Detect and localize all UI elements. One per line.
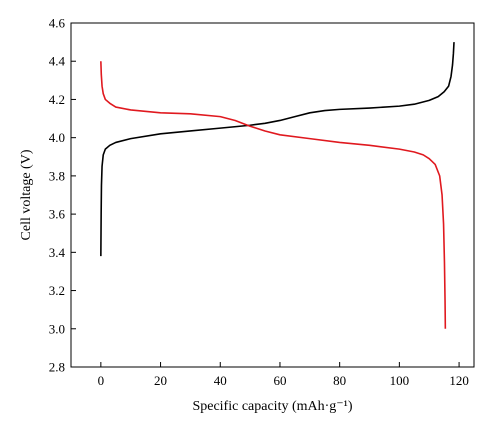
x-tick-label: 80 bbox=[333, 373, 346, 388]
plot-frame bbox=[70, 22, 475, 368]
y-tick-label: 3.4 bbox=[49, 245, 66, 260]
y-tick-label: 4.2 bbox=[49, 92, 65, 107]
x-axis-ticks: 0 20 40 60 80 100 120 bbox=[98, 362, 469, 388]
y-tick-label: 4.6 bbox=[49, 16, 66, 31]
y-axis-ticks: 2.8 3.0 3.2 3.4 3.6 3.8 4.0 4.2 4.4 4.6 bbox=[49, 16, 76, 375]
x-tick-label: 120 bbox=[449, 373, 469, 388]
x-tick-label: 100 bbox=[390, 373, 410, 388]
y-tick-label: 4.4 bbox=[49, 54, 66, 69]
x-tick-label: 40 bbox=[214, 373, 227, 388]
y-tick-label: 3.8 bbox=[49, 168, 65, 183]
y-tick-label: 3.0 bbox=[49, 321, 65, 336]
discharge-curve-red bbox=[100, 61, 447, 329]
y-axis-title: Cell voltage (V) bbox=[19, 149, 34, 240]
x-tick-label: 0 bbox=[98, 373, 105, 388]
x-tick-label: 60 bbox=[273, 373, 286, 388]
y-tick-label: 4.0 bbox=[49, 130, 65, 145]
charge-curve-black bbox=[100, 42, 455, 257]
series-group bbox=[100, 42, 455, 329]
y-tick-label: 3.2 bbox=[49, 283, 65, 298]
y-tick-label: 3.6 bbox=[49, 207, 66, 222]
x-tick-label: 20 bbox=[154, 373, 167, 388]
x-axis-title: Specific capacity (mAh·g⁻¹) bbox=[192, 399, 352, 414]
y-tick-label: 2.8 bbox=[49, 360, 65, 375]
